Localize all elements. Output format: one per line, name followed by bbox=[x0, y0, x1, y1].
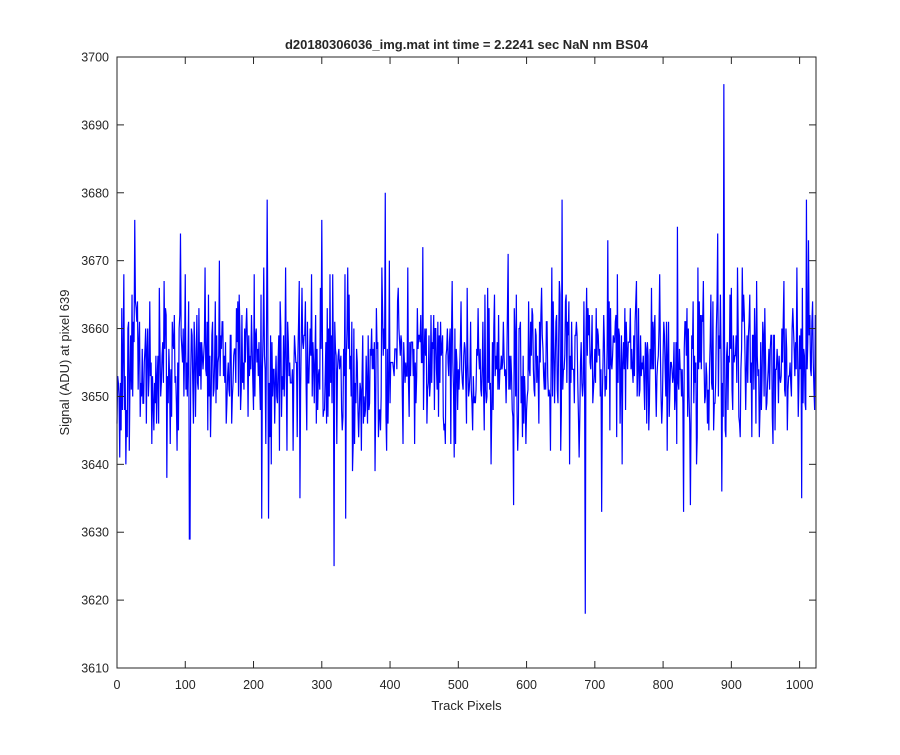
x-tick-label: 1000 bbox=[786, 678, 814, 692]
ticks-group: 0 100 200 300 400 500 600 700 800 900 1000 3610 3620… bbox=[81, 51, 816, 692]
y-tick-label: 3680 bbox=[81, 186, 109, 200]
x-tick-label: 600 bbox=[516, 678, 537, 692]
signal-series-line bbox=[116, 84, 816, 614]
y-tick-label: 3640 bbox=[81, 458, 109, 472]
x-axis-label: Track Pixels bbox=[431, 698, 502, 713]
x-tick-label: 200 bbox=[243, 678, 264, 692]
axes-box bbox=[116, 56, 817, 669]
y-tick-label: 3610 bbox=[81, 662, 109, 676]
y-tick-label: 3650 bbox=[81, 390, 109, 404]
x-tick-label: 100 bbox=[175, 678, 196, 692]
y-tick-label: 3700 bbox=[81, 51, 109, 65]
x-tick-label: 0 bbox=[114, 678, 121, 692]
x-tick-label: 400 bbox=[380, 678, 401, 692]
y-axis-label: Signal (ADU) at pixel 639 bbox=[57, 290, 72, 436]
x-tick-label: 500 bbox=[448, 678, 469, 692]
x-tick-label: 300 bbox=[311, 678, 332, 692]
x-tick-label: 700 bbox=[584, 678, 605, 692]
chart-title: d20180306036_img.mat int time = 2.2241 s… bbox=[285, 37, 649, 52]
y-tick-label: 3630 bbox=[81, 526, 109, 540]
y-tick-label: 3670 bbox=[81, 254, 109, 268]
data-series-group bbox=[116, 84, 816, 614]
x-tick-label: 900 bbox=[721, 678, 742, 692]
x-tick-label: 800 bbox=[653, 678, 674, 692]
y-tick-label: 3690 bbox=[81, 118, 109, 132]
y-tick-label: 3620 bbox=[81, 594, 109, 608]
y-tick-label: 3660 bbox=[81, 322, 109, 336]
